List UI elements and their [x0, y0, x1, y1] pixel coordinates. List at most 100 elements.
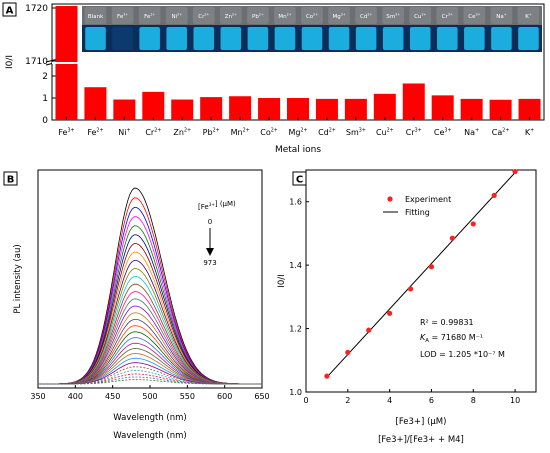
- vial-label: Cr3+: [442, 13, 453, 20]
- spectrum-line: [38, 243, 262, 385]
- panel-b: B 350 400 450 500 550 600 650 Wavelength (nm) Wav…: [3, 169, 270, 441]
- x-tick-label: Sm3+: [346, 127, 366, 137]
- bar: [287, 98, 309, 120]
- x-tick-label: 4: [387, 396, 392, 405]
- bar: [258, 98, 281, 120]
- x-tick-label: Fe2+: [87, 127, 103, 137]
- panel-c-letter-box: [292, 171, 307, 186]
- x-tick-label: 400: [68, 392, 83, 401]
- x-axis-label: Wavelength (nm): [113, 413, 186, 423]
- x-tick-label: K+: [525, 127, 534, 137]
- vial-top: [274, 7, 296, 24]
- x-tick-label: Zn2+: [173, 127, 191, 137]
- panel-c-letter: C: [296, 175, 303, 186]
- data-point: [491, 192, 497, 198]
- panel-c: C 0 2 4 6 8 10 1.0 1.2 1.4 1.6 I0/I [Fe3+] (μM) [Fe3+…: [277, 168, 537, 445]
- vial-glow: [437, 27, 458, 50]
- data-point: [407, 286, 414, 292]
- x-tick-label: 550: [180, 392, 195, 401]
- spectrum-line: [38, 298, 262, 385]
- x-tick-label: 600: [217, 392, 232, 401]
- vial-label: Sm3+: [386, 13, 400, 20]
- y-axis-label: I0/I: [5, 55, 15, 69]
- data-point: [366, 327, 372, 333]
- vial-top: [355, 7, 377, 24]
- spectrum-line: [38, 373, 262, 385]
- spectrum-line: [38, 187, 262, 385]
- vial-glow: [301, 27, 323, 50]
- vial-glow: [220, 27, 242, 50]
- stat-r2: R² = 0.99831: [420, 318, 474, 327]
- x-tick-label: Ce3+: [434, 127, 452, 137]
- x-tick-label: Pb2+: [203, 127, 220, 137]
- data-point: [387, 310, 393, 316]
- vial-top: [84, 7, 107, 24]
- spectrum-line: [38, 337, 262, 385]
- vial-label: Zn2+: [225, 13, 237, 20]
- x-tick-label: Cd2+: [318, 127, 336, 137]
- conc-annotation-to: 973: [203, 259, 216, 267]
- vial-glow: [85, 27, 106, 50]
- vials-photo: Blank Fe3+ Fe2+ Ni2+ Cr2+ Zn2+ Pb2+ Mn2+ Co2+ Mg2…: [82, 6, 542, 52]
- x-tick-label: 6: [429, 396, 434, 405]
- panel-a-letter: A: [6, 6, 14, 17]
- vial-top: [192, 7, 215, 24]
- vial-top: [490, 7, 513, 24]
- bar: [200, 97, 223, 120]
- panel-b-letter: B: [7, 175, 15, 186]
- panel-b-letter-box: [3, 171, 18, 186]
- vial-glow: [491, 27, 512, 50]
- bar: [84, 87, 107, 120]
- bar: [373, 93, 396, 120]
- vial-glow: [112, 27, 133, 50]
- y-tick-label: 0: [42, 116, 48, 126]
- bar: [489, 99, 512, 120]
- y-axis-label: I0/I: [277, 274, 287, 287]
- spectrum-line: [38, 379, 262, 385]
- data-point: [324, 373, 330, 379]
- x-tick-label: Na+: [464, 127, 479, 137]
- vial-top: [382, 7, 404, 24]
- x-tick-label: Cr3+: [406, 127, 422, 137]
- bar: [344, 98, 367, 120]
- x-tick-label: 0: [303, 396, 308, 405]
- x-tick-label: Ca2+: [492, 127, 510, 137]
- x-tick-label: Cr2+: [145, 127, 161, 137]
- vial-glow: [355, 27, 377, 50]
- vial-label: Ni2+: [171, 13, 182, 20]
- x-tick-label: 350: [30, 392, 45, 401]
- x-axis-label-2: [Fe3+]/[Fe3+ + M4]: [378, 435, 464, 445]
- vial-label: Mg2+: [332, 13, 345, 20]
- data-point: [449, 235, 455, 241]
- spectrum-line: [38, 353, 262, 385]
- vial-glow: [409, 27, 431, 50]
- vial-top: [463, 7, 486, 24]
- data-point: [512, 168, 518, 175]
- vial-label: Na+: [496, 13, 507, 20]
- y-tick-label: 1.6: [289, 198, 302, 207]
- data-point: [470, 221, 476, 227]
- panel-a-letter-box: [2, 2, 17, 17]
- x-axis-label: [Fe3+] (μM): [396, 417, 447, 427]
- panel-a: A Blank Fe3+ Fe2+ Ni2+ Cr2+ Zn2+ Pb2+ Mn2+ Co2+ Mg…: [2, 2, 545, 155]
- x-tick-label: Fe3+: [58, 127, 74, 137]
- vial-label: Blank: [88, 14, 104, 20]
- bar: [315, 98, 338, 120]
- vial-label: Fe3+: [117, 13, 128, 20]
- bar: [431, 95, 454, 120]
- y-tick-label: 1: [42, 94, 48, 104]
- vial-glow: [139, 27, 160, 50]
- y-tick-label: 1720: [25, 4, 48, 14]
- spectrum-line: [38, 305, 262, 385]
- conc-annotation-label: [Fe3+] (μM): [198, 200, 236, 211]
- y-tick-label: 1.4: [289, 261, 302, 270]
- x-tick-label: 650: [254, 392, 269, 401]
- conc-arrow-head: [206, 248, 214, 256]
- vial-top: [517, 7, 540, 24]
- x-axis-label-repeat: Wavelength (nm): [113, 431, 186, 441]
- vial-glow: [518, 27, 539, 50]
- x-tick-label: Mg2+: [288, 127, 307, 137]
- x-tick-label: 450: [105, 392, 120, 401]
- vial-glow: [382, 27, 404, 50]
